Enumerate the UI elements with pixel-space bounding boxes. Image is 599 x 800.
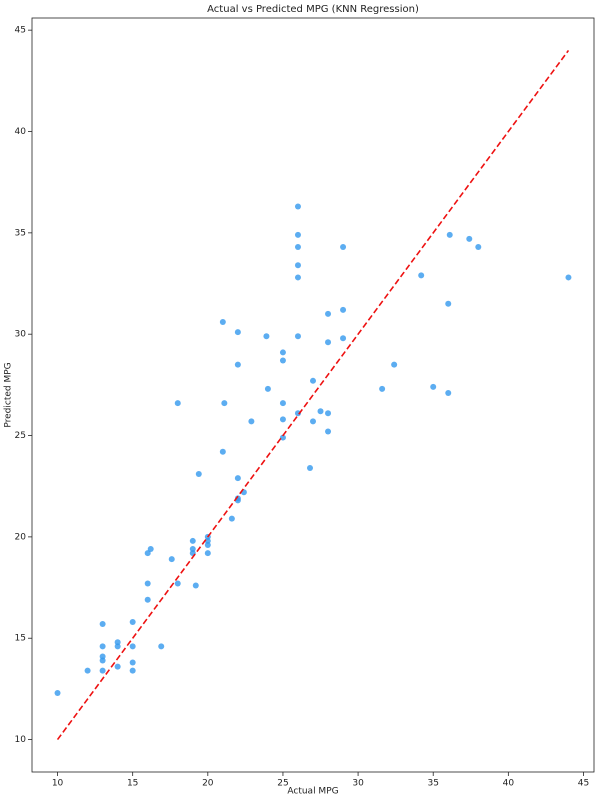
point xyxy=(340,306,347,313)
point xyxy=(174,400,181,407)
point xyxy=(263,333,270,340)
point xyxy=(279,434,286,441)
x-tick-label: 40 xyxy=(503,779,515,789)
point xyxy=(234,475,241,482)
point xyxy=(144,596,151,603)
point xyxy=(279,416,286,423)
point xyxy=(294,410,301,417)
x-tick-label: 10 xyxy=(52,779,64,789)
point xyxy=(294,203,301,210)
y-tick-label: 20 xyxy=(15,532,27,542)
point xyxy=(325,339,332,346)
point xyxy=(279,349,286,356)
x-tick-label: 20 xyxy=(202,779,214,789)
point xyxy=(340,335,347,342)
point xyxy=(446,231,453,238)
point xyxy=(84,667,91,674)
y-tick-label: 35 xyxy=(15,228,26,238)
point xyxy=(114,663,121,670)
x-tick-label: 45 xyxy=(578,779,589,789)
point xyxy=(99,667,106,674)
point xyxy=(294,231,301,238)
point xyxy=(129,667,136,674)
y-tick-label: 45 xyxy=(15,26,26,36)
point xyxy=(158,643,165,650)
point xyxy=(325,310,332,317)
y-tick-label: 10 xyxy=(15,735,27,745)
point xyxy=(248,418,255,425)
x-axis-label: Actual MPG xyxy=(287,787,338,797)
point xyxy=(99,643,106,650)
point xyxy=(234,329,241,336)
point xyxy=(340,244,347,251)
point xyxy=(189,537,196,544)
point xyxy=(195,471,202,478)
point xyxy=(204,550,211,557)
point xyxy=(565,274,572,281)
point xyxy=(279,400,286,407)
point xyxy=(466,235,473,242)
point xyxy=(147,546,154,553)
point xyxy=(129,643,136,650)
x-tick-label: 25 xyxy=(277,779,288,789)
point xyxy=(445,300,452,307)
point xyxy=(294,244,301,251)
y-tick-label: 15 xyxy=(15,634,26,644)
y-axis-label: Predicted MPG xyxy=(4,362,14,427)
point xyxy=(294,274,301,281)
point xyxy=(310,418,316,425)
point xyxy=(219,448,226,455)
point xyxy=(234,361,241,368)
point xyxy=(445,389,452,396)
point xyxy=(306,464,313,471)
y-tick-label: 30 xyxy=(15,330,27,340)
chart-title: Actual vs Predicted MPG (KNN Regression) xyxy=(207,4,419,15)
point xyxy=(294,333,301,340)
point xyxy=(279,357,286,364)
point xyxy=(168,556,175,563)
point xyxy=(325,410,332,417)
point xyxy=(204,541,211,548)
reference-line xyxy=(56,49,570,741)
point xyxy=(294,262,301,269)
point xyxy=(418,272,425,279)
point xyxy=(129,619,136,626)
x-tick-label: 15 xyxy=(127,779,138,789)
y-tick-label: 25 xyxy=(15,431,26,441)
point xyxy=(54,689,61,696)
point xyxy=(228,515,235,522)
point xyxy=(475,244,482,251)
point xyxy=(192,582,199,589)
point xyxy=(221,400,228,407)
point xyxy=(325,428,332,435)
point xyxy=(129,659,136,666)
x-tick-label: 30 xyxy=(352,779,364,789)
x-tick-label: 35 xyxy=(427,779,438,789)
point xyxy=(144,580,151,587)
point xyxy=(174,580,181,587)
y-tick-label: 40 xyxy=(15,127,27,137)
point xyxy=(317,408,324,415)
point xyxy=(391,361,398,368)
point xyxy=(264,385,271,392)
point xyxy=(99,657,106,664)
point xyxy=(114,643,121,650)
point xyxy=(379,385,386,392)
point xyxy=(310,377,316,384)
point xyxy=(430,383,437,390)
plot-frame xyxy=(31,17,595,773)
point xyxy=(219,319,226,326)
point xyxy=(99,621,106,628)
